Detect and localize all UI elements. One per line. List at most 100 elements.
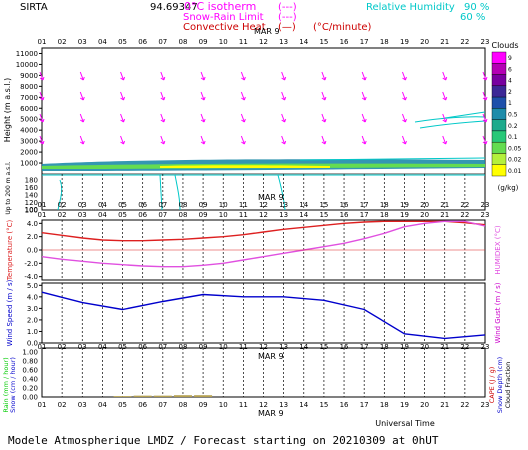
wind-arrowhead bbox=[442, 140, 448, 145]
colorbar-tick: 0.5 bbox=[508, 112, 518, 119]
hour-label-top: 04 bbox=[98, 38, 107, 46]
ytick-label-low: 100 bbox=[25, 206, 38, 214]
hour-label-top: 23 bbox=[481, 38, 490, 46]
colorbar-unit: (g/kg) bbox=[498, 184, 519, 192]
hour-label-top: 14 bbox=[299, 38, 308, 46]
hour-label-bottom: 02 bbox=[58, 401, 67, 409]
wind-arrow bbox=[442, 91, 447, 101]
wind-arrow bbox=[482, 71, 487, 81]
ytick-label-height: 2000 bbox=[20, 149, 38, 157]
hour-label-clouds-bottom: 20 bbox=[420, 201, 429, 209]
hour-label-bottom: 17 bbox=[360, 401, 369, 409]
wind-arrowhead bbox=[160, 96, 166, 101]
wind-arrow bbox=[361, 135, 366, 145]
colorbar-swatch bbox=[491, 96, 507, 109]
hour-label-bottom: 20 bbox=[420, 401, 429, 409]
wind-arrowhead bbox=[402, 118, 407, 123]
series-line-humidex bbox=[41, 220, 486, 268]
wind-arrowhead bbox=[281, 96, 287, 101]
colorbar-tick: 0.01 bbox=[508, 168, 522, 175]
hour-label-temp-top: 18 bbox=[380, 211, 389, 219]
wind-arrow bbox=[200, 91, 205, 101]
ytick-label-wind: 1.0 bbox=[27, 328, 38, 336]
wind-arrowhead bbox=[241, 140, 246, 145]
legend-convective-label: Convective Heat. bbox=[183, 22, 269, 33]
hour-label-bottom: 04 bbox=[98, 401, 107, 409]
colorbar-tick: 0.1 bbox=[508, 134, 518, 141]
colorbar-swatch bbox=[491, 164, 507, 177]
ytick-label-wind: 5.0 bbox=[27, 282, 38, 290]
ylabel-wind-speed: Wind Speed (m / s) bbox=[6, 279, 14, 346]
wind-arrowhead bbox=[361, 76, 367, 81]
hour-label-bottom: 23 bbox=[481, 401, 490, 409]
hour-label-bottom: 13 bbox=[279, 401, 288, 409]
wind-arrow bbox=[442, 135, 447, 145]
colorbar-swatch bbox=[491, 153, 507, 165]
hour-label-temp-top: 16 bbox=[340, 211, 349, 219]
hour-label-temp-top: 12 bbox=[259, 211, 268, 219]
wind-arrow bbox=[482, 113, 487, 123]
wind-arrowhead bbox=[79, 118, 85, 123]
wind-arrow bbox=[361, 91, 366, 101]
wind-arrow bbox=[39, 91, 44, 101]
panel-clouds bbox=[41, 47, 486, 211]
hour-label-bottom: 06 bbox=[138, 401, 147, 409]
ytick-label-precip: 0.20 bbox=[22, 385, 38, 393]
wind-arrow bbox=[79, 113, 84, 123]
legend-isotherm-label: 0°C isotherm bbox=[184, 0, 256, 13]
wind-arrowhead bbox=[79, 76, 85, 81]
wind-arrow bbox=[321, 71, 326, 81]
ytick-label-height: 9000 bbox=[20, 72, 38, 80]
ytick-label-wind: 4.0 bbox=[27, 293, 38, 301]
wind-arrowhead bbox=[160, 118, 166, 123]
legend-right: Relative Humidity 90 % 60 % bbox=[366, 2, 489, 23]
hour-label-clouds-bottom: 10 bbox=[219, 201, 228, 209]
wind-arrowhead bbox=[402, 76, 407, 81]
hour-label-temp-top: 17 bbox=[360, 211, 369, 219]
date-label: MAR 9 bbox=[254, 27, 280, 36]
hour-label-bottom: 14 bbox=[299, 401, 308, 409]
colorbar-tick: 0.2 bbox=[508, 123, 518, 130]
hour-label-temp-top: 05 bbox=[118, 211, 127, 219]
wind-arrowhead bbox=[402, 140, 407, 145]
wind-arrow bbox=[361, 71, 366, 81]
ytick-label-temp: 2.0 bbox=[27, 233, 38, 241]
ytick-label-height: 11000 bbox=[16, 50, 38, 58]
wind-arrow bbox=[281, 135, 286, 145]
hour-label-clouds-bottom: 14 bbox=[299, 201, 308, 209]
wind-arrowhead bbox=[39, 76, 45, 81]
hour-label-precip-top: 13 bbox=[279, 343, 288, 351]
colorbar-tick: 0.02 bbox=[508, 157, 522, 164]
hour-label-bottom: 08 bbox=[178, 401, 187, 409]
hour-label-clouds-bottom: 19 bbox=[400, 201, 409, 209]
station-name: SIRTA bbox=[20, 2, 48, 13]
hour-label-temp-top: 02 bbox=[58, 211, 67, 219]
wind-arrowhead bbox=[361, 118, 367, 123]
wind-arrow bbox=[120, 113, 125, 123]
wind-arrow bbox=[240, 71, 245, 81]
ytick-label-precip: 0.60 bbox=[22, 367, 38, 375]
wind-arrowhead bbox=[39, 96, 45, 101]
wind-arrowhead bbox=[79, 96, 85, 101]
wind-arrowhead bbox=[321, 118, 327, 123]
precip-bar bbox=[113, 396, 132, 397]
footer-text: Modele Atmospherique LMDZ / Forecast sta… bbox=[8, 434, 439, 447]
ytick-label-height: 6000 bbox=[20, 105, 38, 113]
hour-label-bottom: 07 bbox=[158, 401, 167, 409]
rh-contours bbox=[57, 111, 486, 211]
hour-label-precip-top: 01 bbox=[38, 343, 47, 351]
wind-arrow bbox=[79, 135, 84, 145]
wind-arrow bbox=[160, 71, 165, 81]
hour-label-precip-top: 08 bbox=[178, 343, 187, 351]
ytick-label-wind: 0.0 bbox=[27, 340, 38, 348]
colorbar-swatch bbox=[491, 130, 507, 143]
wind-arrowhead bbox=[200, 96, 206, 101]
hour-label-clouds-bottom: 17 bbox=[360, 201, 369, 209]
hour-label-top: 12 bbox=[259, 38, 268, 46]
wind-arrow bbox=[321, 135, 326, 145]
hour-label-precip-top: 17 bbox=[360, 343, 369, 351]
hour-label-top: 07 bbox=[158, 38, 167, 46]
wind-arrowhead bbox=[321, 96, 327, 101]
hour-label-bottom: 12 bbox=[259, 401, 268, 409]
wind-arrowhead bbox=[160, 76, 166, 81]
